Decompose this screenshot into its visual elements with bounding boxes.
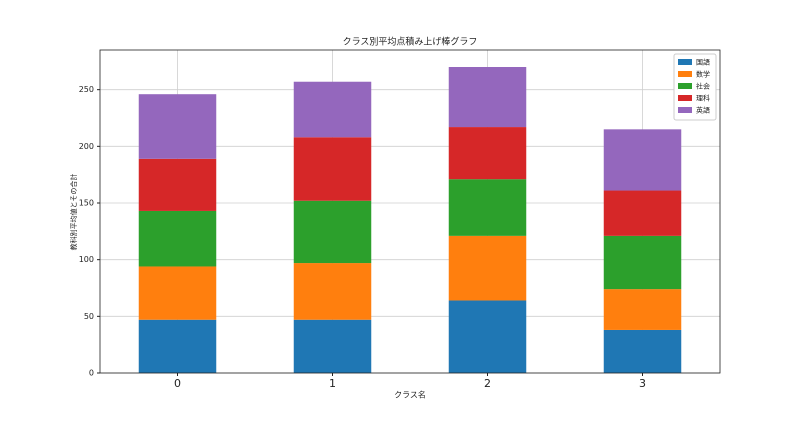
- y-tick-label: 50: [84, 312, 94, 321]
- bar-segment: [293, 263, 372, 320]
- legend-box: [673, 53, 717, 121]
- plot-frame: [99, 49, 721, 374]
- bar-segment: [448, 127, 527, 180]
- bar-segment: [448, 300, 527, 373]
- bar-segment: [138, 210, 217, 267]
- bar-segment: [293, 137, 372, 201]
- legend-swatch: [678, 107, 692, 113]
- bar-segment: [138, 266, 217, 320]
- bar-segment: [293, 200, 372, 264]
- bar-segment: [603, 190, 682, 236]
- y-tick-label: 150: [79, 199, 94, 208]
- bar-segment: [603, 235, 682, 290]
- legend-swatch: [678, 95, 692, 101]
- legend-label: 数学: [696, 70, 710, 79]
- legend-label: 理科: [696, 94, 710, 103]
- x-tick-label: 1: [329, 377, 336, 390]
- y-tick-label: 200: [79, 142, 94, 151]
- bar-segment: [448, 235, 527, 301]
- x-tick-label: 3: [639, 377, 646, 390]
- bar-segment: [293, 81, 372, 138]
- bar-segment: [138, 94, 217, 159]
- chart-title: クラス別平均点積み上げ棒グラフ: [343, 36, 478, 48]
- legend-label: 社会: [696, 82, 710, 91]
- legend-label: 国語: [696, 58, 710, 67]
- bar-segment: [448, 67, 527, 128]
- legend-swatch: [678, 59, 692, 65]
- bar-segment: [138, 158, 217, 211]
- bar-segment: [293, 319, 372, 373]
- y-tick-label: 100: [79, 255, 94, 264]
- legend-label: 英語: [696, 106, 710, 115]
- bar-segment: [603, 329, 682, 373]
- bar-segment: [448, 179, 527, 236]
- bar-segment: [138, 319, 217, 373]
- legend-swatch: [678, 71, 692, 77]
- y-tick-label: 250: [79, 85, 94, 94]
- x-tick-label: 2: [484, 377, 491, 390]
- x-tick-label: 0: [174, 377, 181, 390]
- x-axis-label: クラス名: [394, 390, 426, 400]
- y-axis-label: 教科別平均値とその合計: [69, 174, 78, 251]
- bar-segment: [603, 129, 682, 191]
- legend-swatch: [678, 83, 692, 89]
- y-tick-label: 0: [89, 369, 94, 378]
- bar-segment: [603, 289, 682, 330]
